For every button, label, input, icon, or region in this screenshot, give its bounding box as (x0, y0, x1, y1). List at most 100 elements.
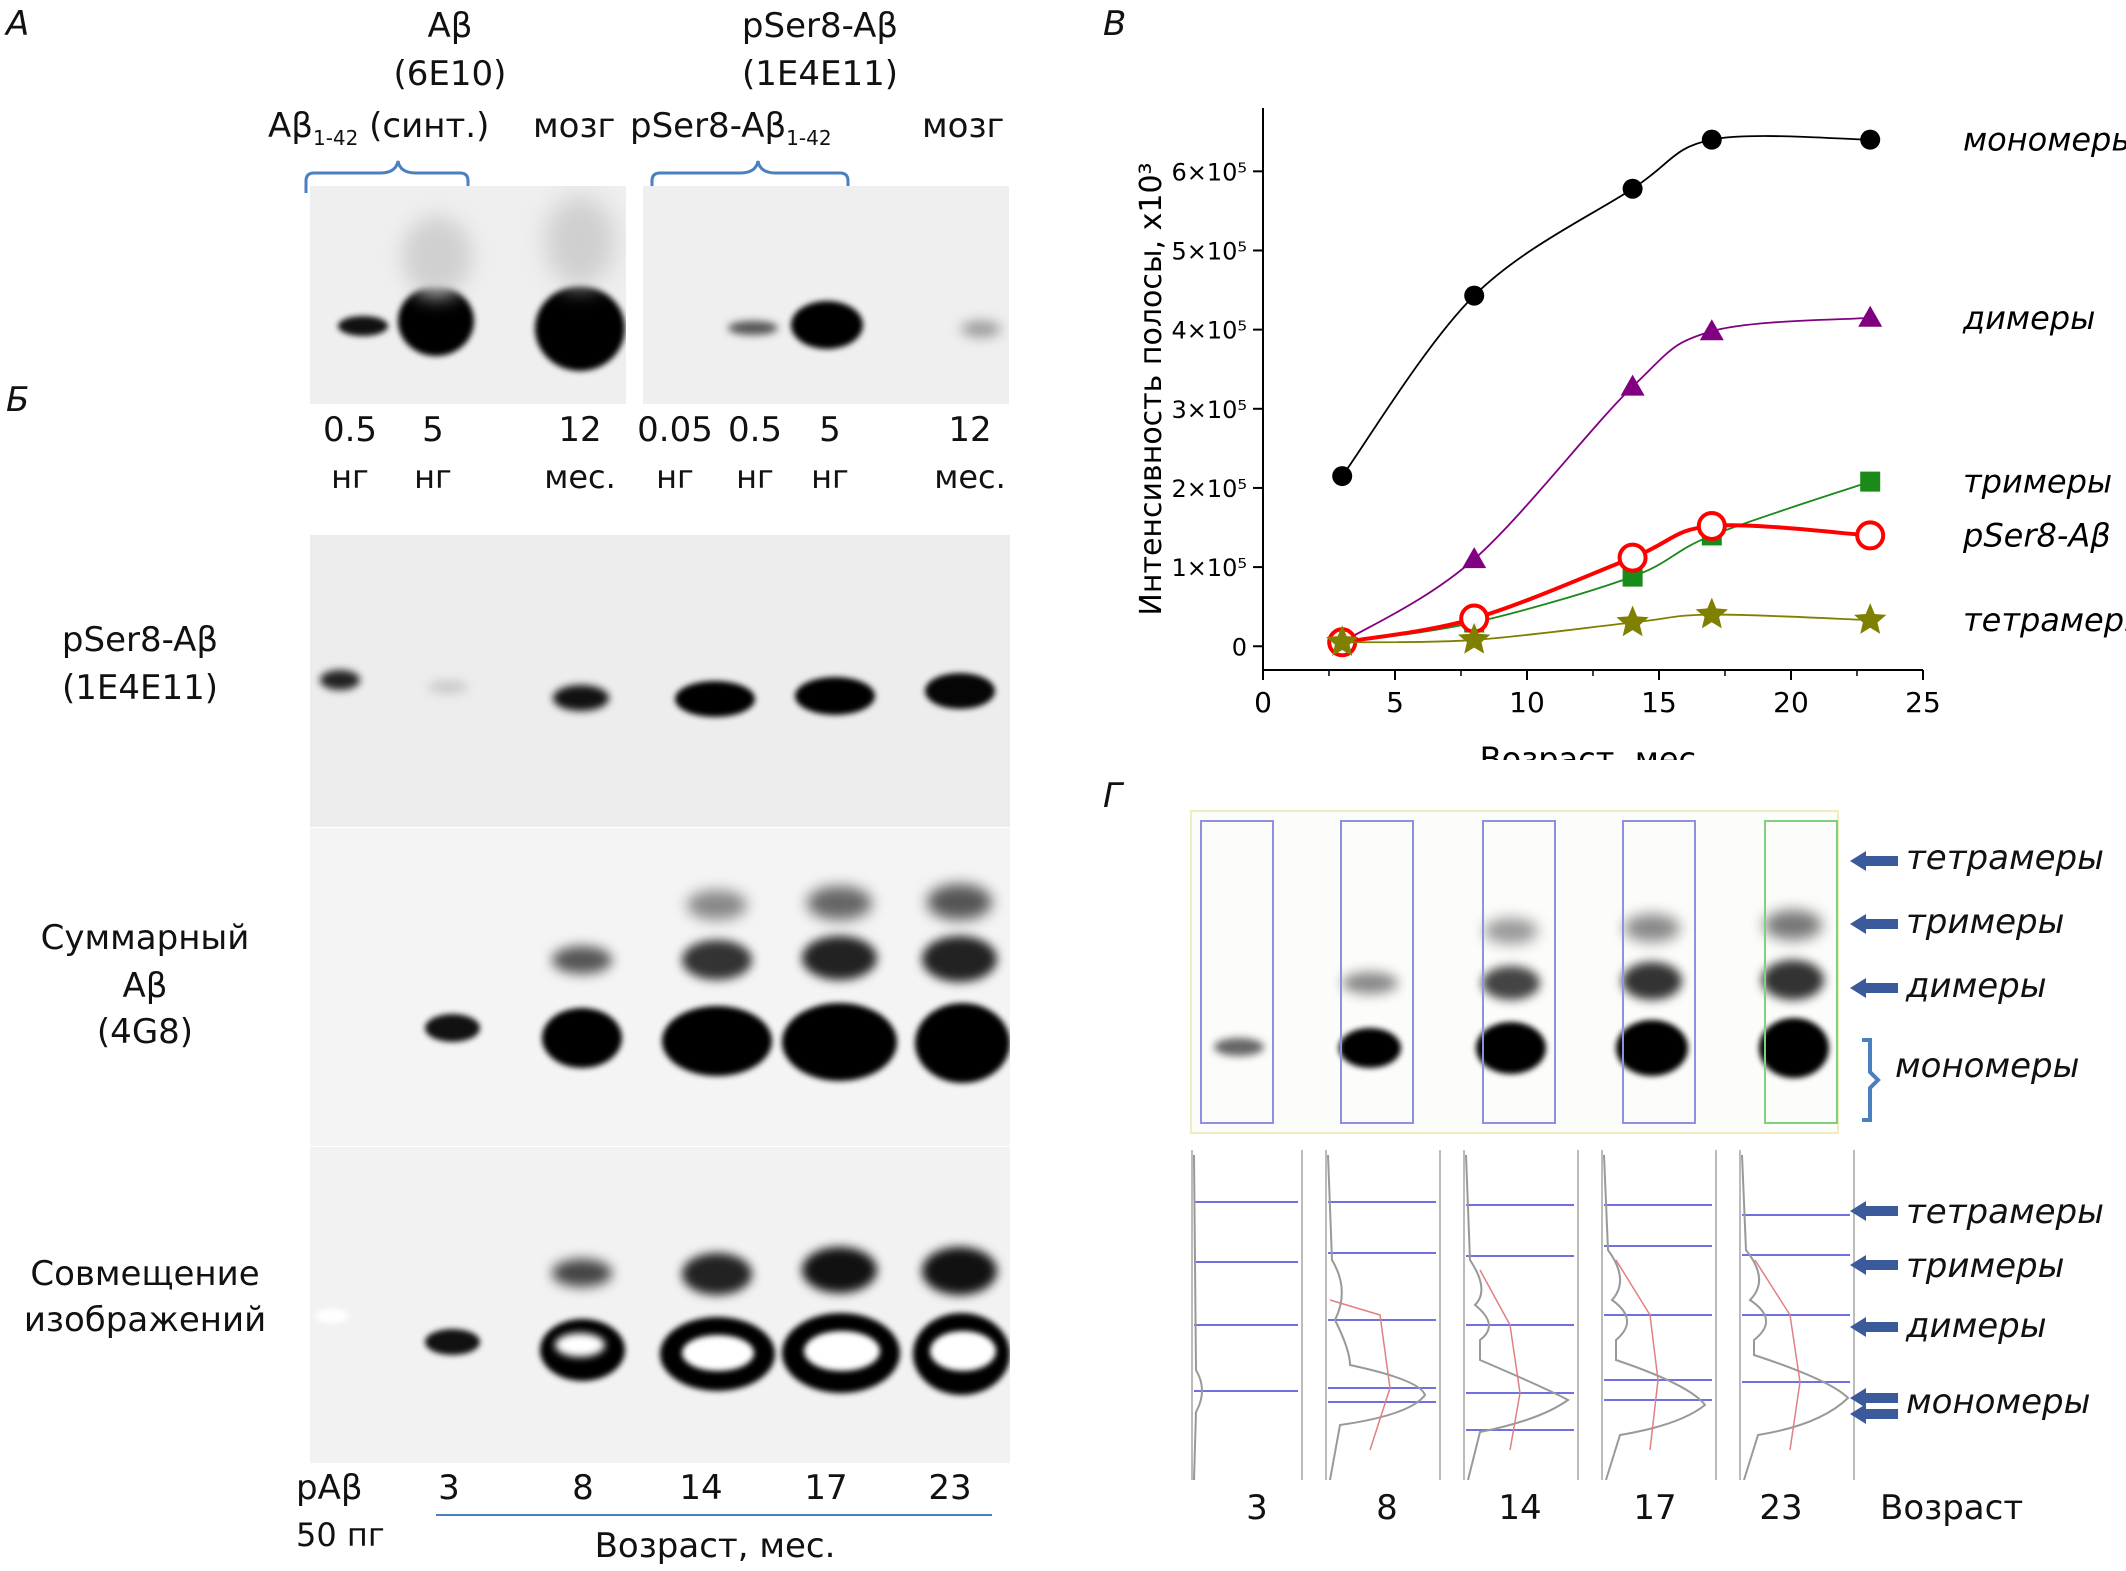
age-label: 14 (1498, 1488, 1542, 1528)
label-tetramers-profile: тетрамеры (1906, 1192, 2104, 1232)
lane-unit: нг (811, 458, 849, 496)
label-tetramers: тетрамеры (1906, 838, 2104, 878)
band-tri-14 (1484, 918, 1538, 944)
band-5ng (398, 286, 474, 356)
data-point (1699, 319, 1724, 341)
age-label: 17 (1633, 1488, 1677, 1528)
profile-lane-14 (1463, 1150, 1579, 1481)
y-axis-title: Интенсивность полосы, x10³ (1134, 162, 1169, 615)
group2-antibody: (1E4E11) (741, 54, 899, 94)
band-brain-12m-p (961, 321, 1001, 337)
age-axis-line (436, 1514, 992, 1516)
band-0-5ng-p (728, 321, 778, 335)
age-label: 23 (1759, 1488, 1803, 1528)
row2-label-line3: (4G8) (96, 1012, 194, 1052)
band-tri-17 (807, 886, 872, 920)
band-dim-23 (922, 936, 997, 982)
control-label-line2: 50 пг (296, 1516, 385, 1554)
row3-label-line2: изображений (23, 1300, 267, 1340)
group1-antibody: (6E10) (393, 54, 507, 94)
row3-label-line1: Совмещение (30, 1254, 260, 1294)
group1-title: Aβ (427, 6, 473, 46)
age-label: 3 (1246, 1488, 1268, 1528)
data-point (1616, 605, 1649, 637)
label-monomers-profile: мономеры (1906, 1382, 2091, 1422)
data-point (1854, 603, 1887, 634)
group1-sample-note: (синт.) (369, 106, 490, 146)
lane-box-8 (1340, 820, 1414, 1124)
lane-unit: нг (656, 458, 694, 496)
arrow-icon (1850, 1404, 1898, 1424)
age-label: 17 (804, 1468, 848, 1508)
data-point (1464, 285, 1485, 306)
band-mono-14 (662, 1006, 772, 1076)
age-caption: Возраст (1880, 1488, 2024, 1528)
data-point (1332, 466, 1353, 487)
arrow-icon (1850, 978, 1898, 998)
band-mono-8 (542, 1008, 622, 1068)
band-dim-8 (552, 946, 612, 974)
y-tick-label: 2×10⁵ (1171, 475, 1247, 503)
profile-lane-8 (1325, 1150, 1441, 1481)
data-point (1458, 622, 1491, 654)
profile-lane-23 (1739, 1150, 1855, 1481)
x-tick-label: 5 (1386, 686, 1404, 719)
label-trimers: тримеры (1906, 902, 2065, 942)
group2-title: pSer8-Aβ (741, 6, 899, 46)
arrows-bottom (1850, 1201, 1898, 1424)
series-label: мономеры (1963, 121, 2126, 159)
band-control (315, 1309, 349, 1323)
band-dim-8 (1342, 972, 1398, 994)
data-point (1462, 547, 1487, 569)
band-0-5ng (338, 316, 388, 336)
panel-a-brackets (304, 160, 850, 193)
group1-bracket (304, 160, 470, 193)
data-point (1622, 178, 1643, 199)
label-trimers-profile: тримеры (1906, 1246, 2065, 1286)
band-age-3 (425, 1329, 480, 1355)
group1-sample-label: Aβ1-42 (синт.) (268, 106, 489, 150)
row2-label-line1: Суммарный (40, 918, 250, 958)
band-mono-17 (1616, 1020, 1688, 1076)
panel-b-letter: Б (6, 380, 30, 420)
lane-amount: 12 (558, 410, 602, 450)
data-point (1617, 542, 1648, 573)
band-core-8 (555, 1333, 605, 1357)
y-tick-label: 0 (1232, 633, 1247, 661)
group1-sample-name: Aβ (268, 106, 313, 146)
series-label: pSer8-Aβ (1962, 516, 2111, 554)
band-age-17 (795, 677, 875, 715)
lane-unit: нг (414, 458, 452, 496)
x-tick-label: 20 (1773, 686, 1809, 719)
group2-sample-sub: 1-42 (786, 125, 832, 150)
band-dim-17 (802, 936, 877, 980)
band-mono-14 (1476, 1022, 1546, 1074)
data-point (1858, 305, 1883, 327)
band-age-3 (1214, 1038, 1264, 1056)
blot-6e10 (310, 186, 626, 404)
control-label-line1: pAβ (296, 1468, 363, 1508)
smear-brain-12m (545, 196, 615, 286)
band-age-14 (675, 681, 755, 717)
series-мономеры (1332, 129, 1881, 487)
data-point (1855, 520, 1886, 551)
band-core-23 (930, 1331, 996, 1371)
age-label: 14 (679, 1468, 723, 1508)
blot-lanes (1190, 810, 1839, 1134)
lane-unit: нг (736, 458, 774, 496)
panel-v-letter: В (1103, 4, 1127, 44)
arrow-icon (1850, 1255, 1898, 1275)
age-label: 3 (438, 1468, 460, 1508)
row1-label-line1: pSer8-Aβ (61, 620, 219, 660)
profile-lane-3 (1191, 1150, 1303, 1481)
data-point (1620, 374, 1645, 396)
x-tick-label: 15 (1641, 686, 1677, 719)
lane-amount: 0.05 (637, 410, 713, 450)
band-dim-17 (802, 1247, 877, 1293)
lane-amount: 0.5 (322, 410, 378, 450)
lane-unit: мес. (934, 458, 1006, 496)
y-tick-label: 6×10⁵ (1171, 158, 1247, 186)
densitometry-profiles (1191, 1150, 1855, 1481)
band-tri-14 (687, 890, 747, 920)
series-label: тримеры (1963, 463, 2112, 501)
